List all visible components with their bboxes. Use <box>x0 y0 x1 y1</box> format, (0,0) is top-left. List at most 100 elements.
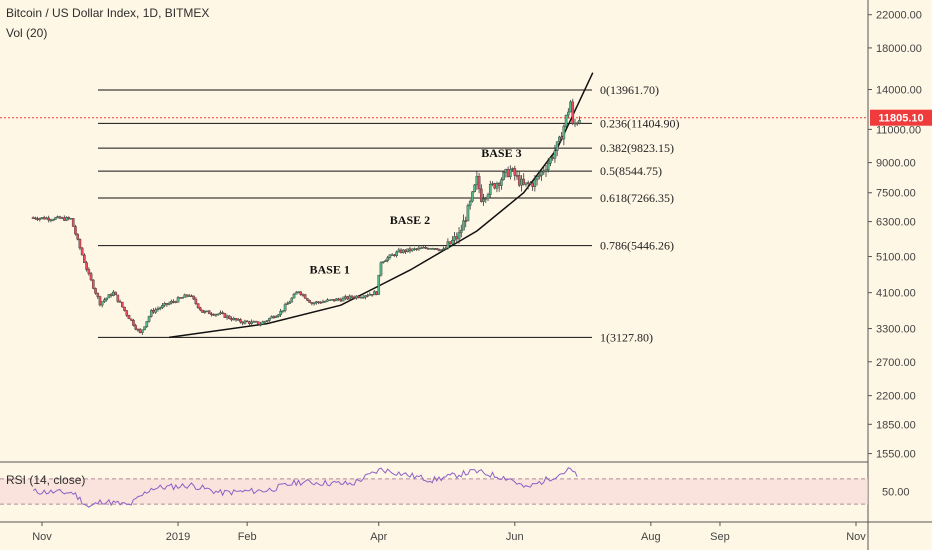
rsi-line <box>32 467 578 508</box>
candle <box>502 170 505 181</box>
candle <box>375 291 378 296</box>
candle <box>506 166 510 178</box>
candle <box>538 170 541 180</box>
candle-body <box>375 291 378 295</box>
candle-body <box>51 219 55 221</box>
x-tick-label: Apr <box>370 531 387 543</box>
candle <box>254 320 258 323</box>
candle-body <box>58 216 62 219</box>
candle-body <box>439 249 443 251</box>
candle <box>178 297 182 299</box>
candle-body <box>578 120 581 124</box>
candle <box>457 226 461 244</box>
candle <box>63 215 66 222</box>
candle-body <box>172 301 175 303</box>
chart-title: Bitcoin / US Dollar Index, 1D, BITMEX <box>6 6 210 20</box>
candle-body <box>558 136 561 142</box>
candle <box>542 166 546 175</box>
candle-body <box>145 321 149 327</box>
candle <box>410 248 414 252</box>
candle-body <box>286 303 289 305</box>
candle <box>446 238 450 250</box>
candle-body <box>47 217 50 221</box>
candle-body <box>89 273 93 281</box>
candle <box>219 310 222 315</box>
candle <box>274 315 278 319</box>
candle-body <box>207 310 211 315</box>
candle <box>270 315 274 319</box>
candle <box>118 299 122 303</box>
candle-body <box>413 248 416 250</box>
candle <box>141 329 144 335</box>
candle <box>56 215 59 219</box>
candle <box>306 298 309 302</box>
plot-area <box>0 0 868 550</box>
candle <box>435 248 439 251</box>
candle <box>366 293 369 298</box>
candle <box>174 300 178 304</box>
candle-body <box>136 328 140 331</box>
parabolic-curve <box>169 72 594 339</box>
candle <box>319 300 323 304</box>
candle-body <box>428 248 432 250</box>
candle <box>236 317 240 321</box>
candle-body <box>326 299 329 302</box>
candle <box>127 314 131 320</box>
candle-body <box>567 111 570 116</box>
candle-body <box>315 301 318 304</box>
candle <box>152 308 155 314</box>
candle <box>569 100 572 113</box>
candle-body <box>343 296 347 299</box>
x-tick-label: 2019 <box>166 531 190 543</box>
candle <box>357 294 360 299</box>
candle-body <box>120 301 124 308</box>
candle-body <box>87 269 91 274</box>
candle-body <box>390 254 394 256</box>
candle-body <box>132 319 135 326</box>
candle <box>381 261 385 264</box>
candle-body <box>553 150 557 159</box>
y-tick-label: 14000.00 <box>876 84 922 96</box>
candle-body <box>40 217 44 219</box>
candle-body <box>453 236 456 241</box>
y-tick-label: 2200.00 <box>876 391 916 403</box>
candle <box>555 141 559 157</box>
candle <box>546 158 550 173</box>
candle <box>558 135 561 143</box>
candle-body <box>495 183 499 189</box>
candle-body <box>520 178 523 186</box>
candle <box>114 291 117 296</box>
candle <box>185 294 189 298</box>
candle-body <box>513 168 517 176</box>
candle <box>221 310 224 315</box>
candle-body <box>170 301 173 304</box>
candle <box>337 297 340 301</box>
candle <box>107 293 111 299</box>
candle <box>125 309 129 318</box>
candle <box>183 293 187 298</box>
candle-body <box>281 310 285 312</box>
y-tick-label: 2700.00 <box>876 357 916 369</box>
candle-body <box>524 182 528 185</box>
candle-body <box>192 295 195 300</box>
candle <box>290 297 294 303</box>
candle <box>328 299 331 301</box>
candle-body <box>401 249 405 253</box>
candle-body <box>194 298 198 304</box>
candle <box>361 294 365 299</box>
candle <box>268 317 271 322</box>
candle-body <box>185 294 189 297</box>
candle-body <box>424 246 427 249</box>
candle-body <box>149 310 153 317</box>
candle <box>232 316 236 321</box>
candle-body <box>114 291 117 296</box>
candle-body <box>161 304 164 308</box>
candle-body <box>415 248 418 250</box>
candle-body <box>562 125 566 140</box>
candle-body <box>497 183 501 186</box>
fib-levels: 0(13961.70) 0.236(11404.90) 0.382(9823.15)… <box>98 83 680 344</box>
candle <box>172 299 175 304</box>
candle-body <box>473 184 476 192</box>
